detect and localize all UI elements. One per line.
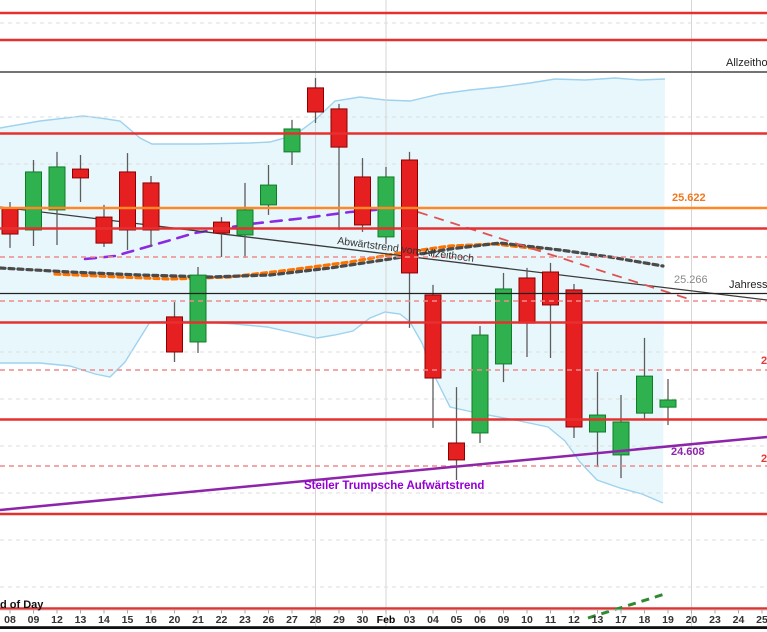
ma-grau-gepunktet [0, 241, 665, 279]
candle-03[interactable] [401, 159, 418, 274]
price-level-label-24608: 24.608 [671, 446, 705, 458]
x-axis-label: 24 [733, 614, 745, 626]
candle-13[interactable] [72, 168, 89, 179]
candle-06[interactable] [471, 334, 489, 434]
candle-18[interactable] [636, 375, 653, 414]
x-axis-label: 15 [122, 614, 134, 626]
x-axis-label: 13 [592, 614, 604, 626]
x-axis-label: 12 [568, 614, 580, 626]
price-level-label-25622: 25.622 [672, 192, 706, 204]
x-axis-label: 30 [357, 614, 369, 626]
x-axis-label: 23 [239, 614, 251, 626]
x-axis-label: 27 [286, 614, 298, 626]
x-axis-label: 06 [474, 614, 486, 626]
candle-13[interactable] [589, 414, 606, 433]
candle-16[interactable] [142, 182, 160, 231]
x-axis-label: 05 [451, 614, 463, 626]
candle-29[interactable] [330, 108, 348, 148]
x-axis-label: 13 [75, 614, 87, 626]
candle-04[interactable] [424, 294, 442, 379]
candle-09[interactable] [495, 288, 512, 365]
rote-abwaerts-diagonale[interactable] [417, 211, 693, 301]
x-axis-label: 10 [521, 614, 533, 626]
bollinger-upper-band [0, 77, 666, 145]
candle-05[interactable] [448, 442, 465, 461]
x-axis-label: 17 [615, 614, 627, 626]
x-axis-label: 20 [686, 614, 698, 626]
candle-15[interactable] [119, 171, 136, 231]
x-axis-label: 14 [98, 614, 110, 626]
x-axis-label: 04 [427, 614, 439, 626]
x-axis-label: 03 [404, 614, 416, 626]
price-level-label-25266: 25.266 [674, 274, 708, 286]
candle-14[interactable] [95, 216, 113, 244]
candle-08[interactable] [1, 208, 19, 235]
ma-orange-gepunktet [53, 242, 542, 281]
x-axis-label: 09 [498, 614, 510, 626]
candle-09[interactable] [25, 171, 42, 231]
candle-11[interactable] [542, 271, 559, 306]
candle-28[interactable] [307, 87, 324, 113]
x-axis-label: Feb [377, 614, 396, 626]
candle-26[interactable] [260, 184, 277, 206]
allzeithoch-label: Allzeithoch [726, 57, 767, 69]
bollinger-lower-band [0, 311, 664, 504]
x-axis-label: 18 [639, 614, 651, 626]
clipped-price-label-2: 2 [761, 453, 767, 465]
x-axis-label: 08 [4, 614, 16, 626]
clipped-price-label-1: 2 [761, 355, 767, 367]
candle-12[interactable] [48, 166, 66, 211]
x-axis-label: 16 [145, 614, 157, 626]
x-axis-label: 19 [662, 614, 674, 626]
x-axis-label: 28 [310, 614, 322, 626]
x-axis-label: 25 [756, 614, 767, 626]
x-axis-label: 21 [192, 614, 204, 626]
candle-12[interactable] [565, 289, 583, 428]
x-axis-label: 29 [333, 614, 345, 626]
bollinger-band-fill [0, 78, 665, 503]
candle-17[interactable] [612, 421, 630, 456]
end-of-day-label: d of Day [0, 599, 44, 611]
x-axis-label: 12 [51, 614, 63, 626]
x-axis-label: 20 [169, 614, 181, 626]
x-axis-label: 22 [216, 614, 228, 626]
candle-21[interactable] [189, 274, 207, 343]
x-axis-line [0, 626, 767, 629]
candle-23[interactable] [236, 209, 254, 236]
aufwaertstrend-annotation: Steiler Trumpsche Aufwärtstrend [304, 480, 485, 492]
candle-19[interactable] [659, 399, 677, 408]
x-axis-label: 26 [263, 614, 275, 626]
x-axis-label: 11 [545, 614, 556, 626]
jahresschluss-label: Jahresschluss [729, 279, 767, 291]
trumpsche-aufwaertstrend-linie[interactable] [0, 435, 767, 512]
candle-20[interactable] [166, 316, 183, 353]
candle-30[interactable] [354, 176, 371, 226]
x-axis-label: 23 [709, 614, 721, 626]
x-axis-label: 09 [28, 614, 40, 626]
